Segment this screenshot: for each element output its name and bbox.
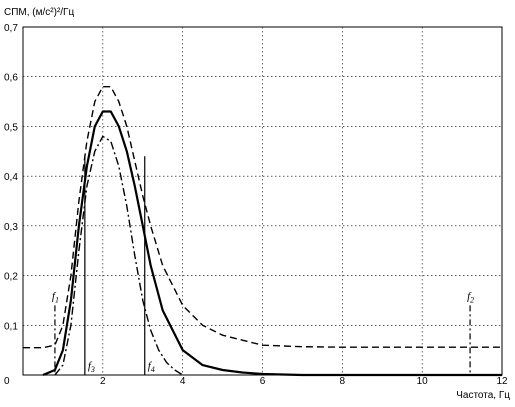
y-tick-label: 0,4 <box>4 172 18 183</box>
x-tick-label: 4 <box>180 376 186 387</box>
grid <box>23 27 502 375</box>
y-tick-label: 0,3 <box>4 222 18 233</box>
series-group <box>23 86 502 377</box>
x-tick-label: 6 <box>260 376 266 387</box>
x-tick-label: 8 <box>340 376 346 387</box>
marker-label-f3: f3 <box>88 360 95 374</box>
y-tick-label: 0,2 <box>4 272 18 283</box>
x-axis-label: Частота, Гц <box>456 390 510 401</box>
frequency-markers: f1 f2 f3 f4 <box>52 156 474 375</box>
y-axis-label: СПМ, (м/с²)²/Гц <box>4 7 74 18</box>
marker-label-f4: f4 <box>148 360 155 374</box>
y-tick-label: 0,5 <box>4 122 18 133</box>
y-tick-label: 0,7 <box>4 23 18 34</box>
x-tick-label: 2 <box>100 376 106 387</box>
series-line-solid <box>42 110 502 377</box>
x-tick-label: 12 <box>496 376 508 387</box>
series-line-dashed <box>23 86 502 349</box>
tick-labels: 0 2 4 6 8 10 12 0,1 0,2 0,3 0,4 0,5 0,6 0,7 <box>4 23 508 387</box>
y-tick-label: 0,6 <box>4 73 18 84</box>
y-tick-label: 0,1 <box>4 321 18 332</box>
marker-label-f1: f1 <box>52 290 59 304</box>
series-line-dashdot <box>54 135 184 376</box>
marker-label-f2: f2 <box>467 290 474 304</box>
origin-label: 0 <box>4 376 10 387</box>
x-tick-label: 10 <box>417 376 429 387</box>
